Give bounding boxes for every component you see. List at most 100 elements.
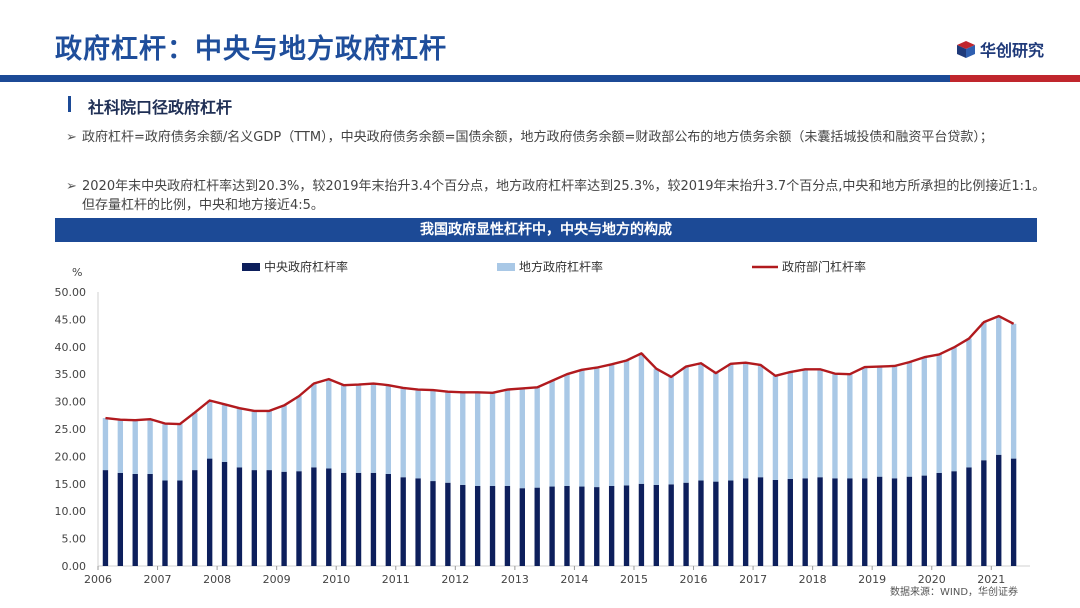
local-bar (281, 405, 287, 472)
central-bar (862, 478, 868, 566)
local-bar (847, 374, 853, 479)
local-bar (132, 420, 138, 474)
central-bar (1010, 458, 1017, 566)
central-bar (817, 477, 823, 566)
x-tick-label: 2019 (858, 573, 886, 583)
local-bar (296, 396, 302, 472)
local-bar (206, 400, 213, 459)
x-tick-label: 2011 (382, 573, 410, 583)
central-bar (951, 471, 957, 566)
x-tick-label: 2009 (263, 573, 291, 583)
local-bar (981, 322, 987, 461)
x-tick-label: 2021 (977, 573, 1005, 583)
bullet-arrow-icon: ➢ (66, 179, 77, 194)
local-bar (594, 367, 600, 488)
local-bar (876, 366, 883, 477)
bullet-finding: ➢ 2020年末中央政府杠杆率达到20.3%，较2019年末抬升3.4个百分点，… (66, 177, 1046, 215)
central-bar (370, 472, 377, 566)
local-bar (638, 353, 645, 484)
local-bar (489, 392, 496, 486)
header-rule (0, 75, 1080, 82)
central-bar (653, 484, 659, 566)
local-bar (742, 362, 749, 479)
central-bar (594, 487, 600, 566)
bullet-text: 政府杠杆=政府债务余额/名义GDP（TTM），中央政府债务余额=国债余额，地方政… (82, 130, 993, 145)
local-bar (623, 360, 630, 486)
local-bar (177, 424, 183, 481)
local-bar (534, 387, 540, 488)
header-rule-accent (950, 75, 1080, 82)
local-bar (400, 387, 406, 478)
central-bar (102, 470, 109, 566)
central-bar (430, 481, 436, 566)
brand-logo: 华创研究 (955, 38, 1044, 60)
local-bar (221, 404, 228, 462)
y-tick-label: 45.00 (55, 313, 87, 326)
central-bar (385, 473, 391, 566)
central-bar (802, 478, 808, 566)
central-bar (698, 480, 704, 566)
central-bar (281, 471, 287, 566)
x-tick-label: 2010 (322, 573, 350, 583)
legend-label: 中央政府杠杆率 (264, 259, 348, 274)
x-tick-label: 2014 (560, 573, 588, 583)
central-bar (996, 454, 1002, 566)
x-tick-label: 2018 (799, 573, 827, 583)
local-bar (102, 418, 109, 471)
local-bar (430, 390, 436, 482)
local-bar (996, 316, 1002, 455)
bullet-definition: ➢ 政府杠杆=政府债务余额/名义GDP（TTM），中央政府债务余额=国债余额，地… (66, 128, 1046, 147)
local-bar (474, 392, 481, 486)
y-tick-label: 25.00 (55, 423, 87, 436)
local-bar (326, 379, 332, 469)
local-bar (162, 423, 168, 481)
central-bar (474, 485, 481, 566)
central-bar (832, 478, 838, 566)
local-bar (713, 373, 719, 482)
x-tick-label: 2008 (203, 573, 231, 583)
local-bar (564, 374, 570, 486)
central-bar (534, 487, 540, 566)
local-bar (966, 338, 972, 468)
central-bar (936, 472, 942, 566)
local-bar (415, 389, 421, 479)
local-bar (370, 383, 377, 473)
local-bar (653, 368, 659, 485)
central-bar (728, 480, 734, 566)
page-title: 政府杠杆：中央与地方政府杠杆 (55, 34, 447, 65)
central-bar (564, 485, 570, 566)
central-bar (772, 479, 779, 566)
local-bar (683, 366, 689, 483)
chart-title: 我国政府显性杠杆中，中央与地方的构成 (55, 218, 1037, 242)
section-title: 社科院口径政府杠杆 (88, 98, 233, 117)
y-tick-label: 15.00 (55, 478, 87, 491)
central-bar (981, 460, 987, 566)
central-bar (311, 467, 317, 566)
central-bar (400, 477, 406, 566)
local-bar (698, 363, 704, 481)
local-bar (802, 369, 808, 479)
central-bar (355, 472, 362, 566)
local-bar (117, 419, 124, 473)
central-bar (876, 476, 883, 566)
local-bar (757, 364, 764, 478)
central-bar (713, 481, 719, 566)
central-bar (549, 486, 555, 566)
legend-label: 政府部门杠杆率 (782, 259, 866, 274)
central-bar (787, 478, 793, 566)
central-bar (891, 478, 898, 566)
central-bar (668, 484, 674, 566)
local-bar (951, 347, 957, 472)
central-bar (460, 484, 466, 566)
central-bar (921, 475, 927, 566)
x-tick-label: 2006 (84, 573, 112, 583)
legend-swatch (242, 263, 260, 271)
x-tick-label: 2016 (680, 573, 708, 583)
local-bar (906, 362, 913, 477)
local-bar (787, 372, 793, 479)
central-bar (504, 485, 511, 566)
central-bar (623, 485, 630, 566)
local-bar (772, 375, 779, 480)
central-bar (206, 458, 213, 566)
local-bar (549, 380, 555, 487)
